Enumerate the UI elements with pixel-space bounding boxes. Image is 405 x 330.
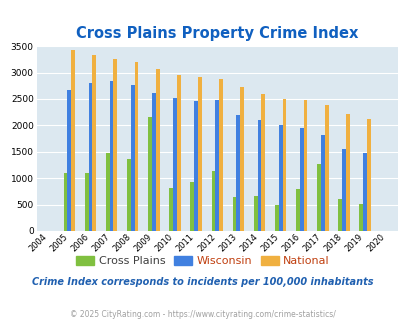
Bar: [151, 93, 156, 231]
Bar: [337, 199, 341, 231]
Bar: [64, 173, 67, 231]
Bar: [303, 100, 307, 231]
Bar: [358, 204, 362, 231]
Bar: [282, 99, 286, 231]
Title: Cross Plains Property Crime Index: Cross Plains Property Crime Index: [76, 26, 358, 41]
Bar: [85, 173, 88, 231]
Bar: [198, 77, 201, 231]
Bar: [219, 80, 222, 231]
Bar: [67, 90, 71, 231]
Bar: [324, 105, 328, 231]
Bar: [134, 61, 138, 231]
Bar: [274, 205, 278, 231]
Bar: [194, 101, 198, 231]
Text: Crime Index corresponds to incidents per 100,000 inhabitants: Crime Index corresponds to incidents per…: [32, 278, 373, 287]
Text: © 2025 CityRating.com - https://www.cityrating.com/crime-statistics/: © 2025 CityRating.com - https://www.city…: [70, 310, 335, 319]
Bar: [261, 94, 264, 231]
Bar: [156, 69, 159, 231]
Bar: [169, 188, 173, 231]
Bar: [130, 85, 134, 231]
Bar: [320, 135, 324, 231]
Bar: [345, 114, 349, 231]
Bar: [71, 50, 75, 231]
Bar: [173, 98, 177, 231]
Bar: [240, 87, 243, 231]
Bar: [211, 171, 215, 231]
Bar: [362, 153, 366, 231]
Bar: [366, 119, 370, 231]
Bar: [109, 81, 113, 231]
Bar: [257, 120, 261, 231]
Bar: [113, 59, 117, 231]
Bar: [299, 127, 303, 231]
Bar: [92, 55, 96, 231]
Bar: [278, 125, 282, 231]
Bar: [190, 182, 194, 231]
Bar: [236, 115, 240, 231]
Bar: [341, 149, 345, 231]
Bar: [215, 100, 219, 231]
Legend: Cross Plains, Wisconsin, National: Cross Plains, Wisconsin, National: [72, 251, 333, 271]
Bar: [106, 153, 109, 231]
Bar: [148, 117, 151, 231]
Bar: [295, 189, 299, 231]
Bar: [177, 75, 180, 231]
Bar: [253, 196, 257, 231]
Bar: [88, 82, 92, 231]
Bar: [316, 164, 320, 231]
Bar: [232, 197, 236, 231]
Bar: [127, 159, 130, 231]
